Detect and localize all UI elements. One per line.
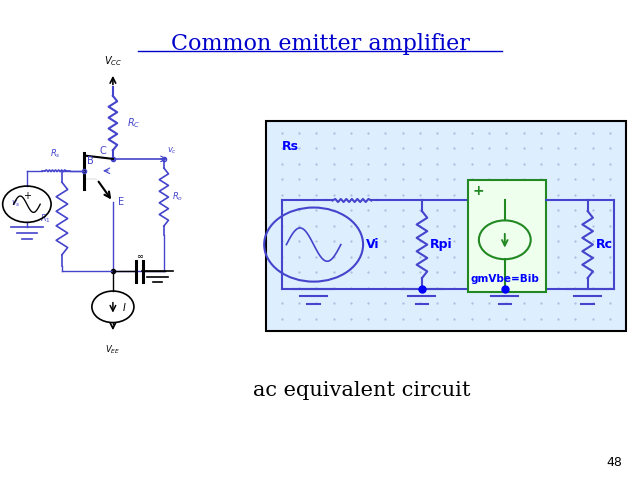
Text: Vi: Vi	[366, 238, 380, 251]
Text: gmVbe=Bib: gmVbe=Bib	[470, 274, 540, 284]
Text: ac equivalent circuit: ac equivalent circuit	[253, 381, 470, 400]
Text: Rpi: Rpi	[429, 238, 452, 251]
Text: $V_{CC}$: $V_{CC}$	[104, 54, 122, 68]
Text: Common emitter amplifier: Common emitter amplifier	[171, 33, 469, 55]
Bar	[468, 180, 546, 292]
Text: E: E	[118, 197, 124, 207]
Text: +: +	[473, 184, 484, 198]
Text: $I$: $I$	[122, 301, 127, 313]
Text: B: B	[88, 156, 94, 166]
Text: $v_c$: $v_c$	[167, 146, 177, 156]
Text: Rs: Rs	[282, 140, 299, 153]
Text: $R_C$: $R_C$	[127, 116, 140, 130]
Text: $V_{EE}$: $V_{EE}$	[106, 344, 120, 356]
Text: C: C	[100, 146, 106, 156]
Text: $R_o$: $R_o$	[172, 191, 182, 204]
Text: $\infty$: $\infty$	[136, 252, 144, 261]
Text: 48: 48	[607, 456, 623, 469]
Text: $v_s$: $v_s$	[11, 199, 20, 209]
Text: Rc: Rc	[596, 238, 613, 251]
Text: +: +	[23, 191, 31, 201]
Bar	[266, 120, 626, 331]
Text: $R_1$: $R_1$	[40, 212, 51, 225]
Text: $R_s$: $R_s$	[50, 148, 61, 160]
